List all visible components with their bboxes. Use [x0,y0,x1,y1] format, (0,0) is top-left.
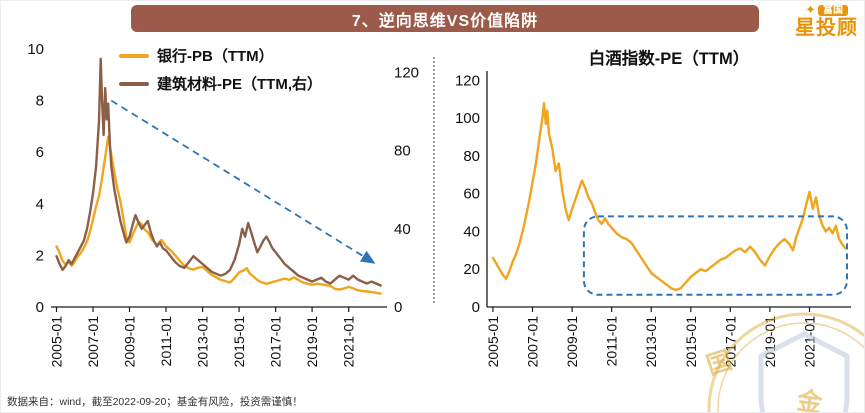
svg-text:0: 0 [36,299,44,316]
svg-text:2009-01: 2009-01 [122,316,138,368]
svg-text:100: 100 [455,110,480,127]
legend-swatch-gold [119,53,149,58]
svg-text:2017-01: 2017-01 [268,316,284,368]
svg-text:8: 8 [36,93,44,110]
svg-text:4: 4 [36,196,44,213]
svg-text:0: 0 [472,299,480,316]
logo-top: ✦ 富国 [795,2,858,17]
svg-text:80: 80 [394,143,411,160]
svg-text:20: 20 [463,261,480,278]
svg-text:2021-01: 2021-01 [802,316,818,368]
right-chart-canvas: 0 20 40 60 80 100 120 2005-01 2007-01 2009-01 2011… [455,71,851,368]
chart-divider [433,57,435,303]
svg-text:2019-01: 2019-01 [304,316,320,368]
legend-label: 建筑材料-PE（TTM,右） [157,76,322,93]
svg-text:2007-01: 2007-01 [525,316,541,368]
left-chart-canvas: 0 2 4 6 8 10 0 40 80 120 2005-01 2007-01 2009-01 2011… [27,41,419,368]
svg-text:2013-01: 2013-01 [195,316,211,368]
svg-text:2011-01: 2011-01 [158,316,174,367]
svg-text:2: 2 [36,247,44,264]
svg-text:120: 120 [394,65,419,82]
svg-text:120: 120 [455,72,480,89]
svg-text:6: 6 [36,144,44,161]
svg-text:80: 80 [463,148,480,165]
disclaimer-text: 数据来自：wind，截至2022-09-20；基金有风险，投资需谨慎！ [7,396,303,408]
title-bar: 7、逆向思维VS价值陷阱 [131,5,759,32]
svg-text:2011-01: 2011-01 [604,316,620,367]
right-chart-title: 白酒指数-PE（TTM） [588,50,750,68]
svg-text:2015-01: 2015-01 [683,316,699,368]
legend-label: 银行-PB（TTM） [157,48,274,65]
svg-text:2007-01: 2007-01 [85,316,101,368]
legend-item: 建筑材料-PE（TTM,右） [119,73,322,94]
legend-item: 银行-PB（TTM） [119,45,322,66]
svg-text:2021-01: 2021-01 [341,316,357,368]
svg-text:2017-01: 2017-01 [722,316,738,368]
svg-text:60: 60 [463,186,480,203]
logo-tag: 富国 [817,4,848,16]
svg-text:2019-01: 2019-01 [762,316,778,368]
brand-logo: ✦ 富国 星投顾 [795,2,858,40]
page-title: 7、逆向思维VS价值陷阱 [351,12,539,30]
left-chart-legend: 银行-PB（TTM） 建筑材料-PE（TTM,右） [119,45,322,101]
svg-text:40: 40 [394,221,411,238]
svg-text:2005-01: 2005-01 [49,316,65,368]
svg-text:2005-01: 2005-01 [485,316,501,368]
svg-text:2009-01: 2009-01 [564,316,580,368]
svg-text:40: 40 [463,224,480,241]
logo-text: 星投顾 [795,17,858,40]
svg-text:2013-01: 2013-01 [643,316,659,368]
legend-swatch-brown [119,81,149,86]
svg-text:10: 10 [27,41,44,58]
svg-text:0: 0 [394,299,402,316]
star-icon: ✦ [805,2,816,17]
svg-text:2015-01: 2015-01 [231,316,247,368]
